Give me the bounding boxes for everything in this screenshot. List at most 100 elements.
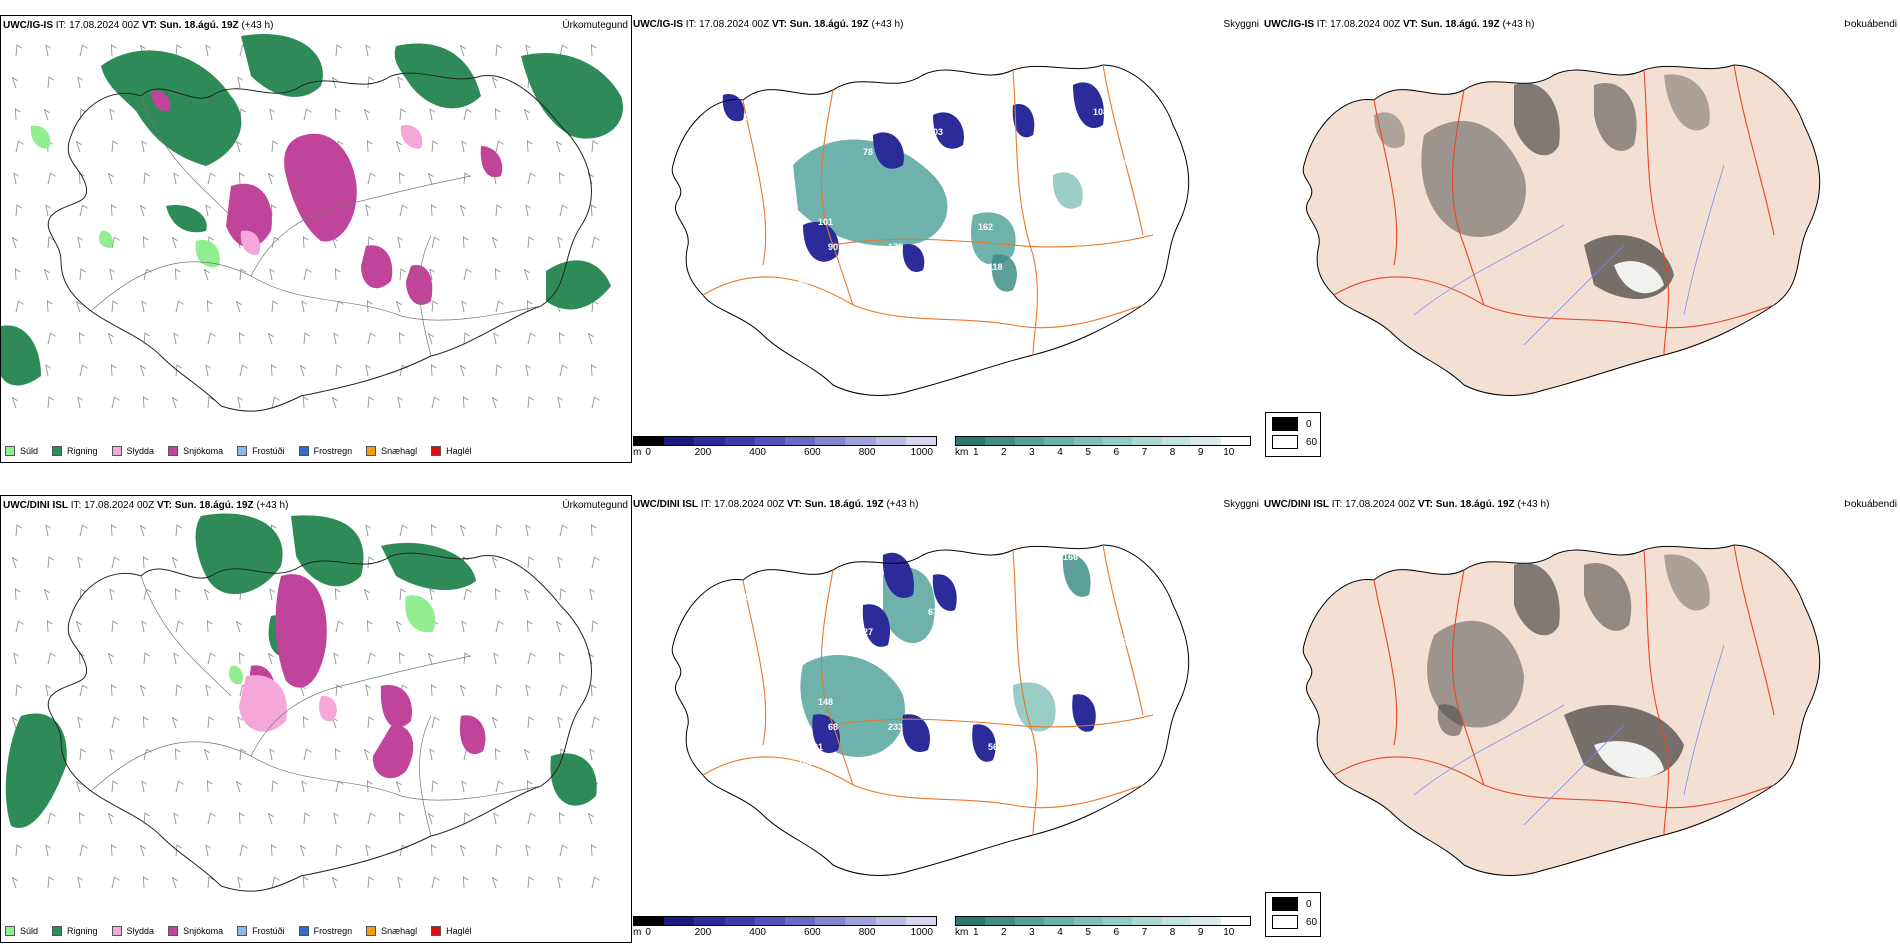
colorbar-cell <box>1014 437 1045 445</box>
colorbar-tick: 5 <box>1085 927 1091 938</box>
wind-barb <box>557 236 564 249</box>
precip-title: Úrkomutegund <box>562 20 628 31</box>
wind-barb <box>494 588 501 601</box>
wind-barb <box>491 396 498 409</box>
wind-barb <box>591 716 600 729</box>
legend-swatch <box>237 446 248 456</box>
wind-barb <box>429 108 436 121</box>
colorbar-tick: 10 <box>1223 447 1235 458</box>
wind-barb <box>175 524 183 537</box>
wind-barb <box>587 812 594 825</box>
colorbar-tick: 8 <box>1169 447 1176 458</box>
wind-barb <box>45 524 52 537</box>
legend-item: Snjókoma <box>168 446 223 456</box>
wind-barb <box>206 620 213 633</box>
wind-barb <box>77 556 84 569</box>
wind-barb <box>303 812 311 825</box>
it-value: 17.08.2024 00Z <box>84 500 155 511</box>
wind-barb <box>494 108 501 121</box>
wind-barb <box>46 620 53 633</box>
wind-barb <box>111 556 120 569</box>
vis-value-label: 56 <box>988 742 998 752</box>
wind-barb <box>495 620 504 633</box>
colorbar-unit: km <box>955 447 969 458</box>
wind-barb <box>75 620 82 633</box>
colorbar-cell <box>845 917 876 925</box>
wind-barb <box>143 588 152 601</box>
wind-barb <box>269 268 276 281</box>
wind-barb <box>267 172 274 185</box>
colorbar-tick: 4 <box>1057 447 1063 458</box>
wind-barb <box>430 684 437 697</box>
wind-barb <box>47 652 56 665</box>
vis-value-label: 94 <box>978 702 988 712</box>
wind-barb <box>175 364 183 377</box>
colorbar-cells <box>955 436 1251 446</box>
wind-barb <box>527 172 536 185</box>
colorbar-cell <box>1014 917 1045 925</box>
wind-barb <box>303 268 312 281</box>
colorbar-cell <box>875 917 906 925</box>
wind-barb <box>142 236 149 249</box>
snow-areas <box>249 574 486 779</box>
visibility-colorbar: km 1 2 3 4 5 6 7 8 9 10 <box>955 436 1251 458</box>
wind-barb <box>555 140 562 153</box>
wind-barb <box>173 652 180 665</box>
fog-legend-swatch <box>1272 435 1298 449</box>
wind-barb <box>14 268 21 281</box>
wind-barb <box>139 204 146 217</box>
colorbar-cell <box>1044 917 1074 925</box>
legend-label: Snjókoma <box>183 446 224 456</box>
wind-barb <box>335 620 344 633</box>
wind-barb <box>45 844 52 857</box>
drizzle-areas <box>229 595 436 685</box>
wind-barb <box>299 844 306 857</box>
wind-barb <box>558 652 565 665</box>
wind-barb <box>267 812 274 825</box>
it-label: IT: <box>1331 499 1343 510</box>
colorbar-cell <box>875 437 906 445</box>
colorbar-tick: 7 <box>1141 927 1148 938</box>
wind-barb <box>331 396 338 409</box>
legend-label: Frostúði <box>252 446 285 456</box>
colorbar-cell <box>1191 437 1221 445</box>
vis-value-labels: 155 178 148 68 121 105 233 62 56 67 107 88 94 166 116 1… <box>728 552 1133 767</box>
wind-barb <box>494 268 501 281</box>
wind-barb <box>79 108 87 121</box>
wind-barb <box>525 684 532 697</box>
wind-barb <box>398 812 405 825</box>
wind-barb <box>331 76 338 89</box>
wind-barb <box>174 268 181 281</box>
wind-barb <box>491 716 498 729</box>
legend-item: Haglél <box>431 926 472 936</box>
wind-barb <box>301 780 308 793</box>
wind-barb <box>271 780 279 793</box>
panel-header: UWC/DINI ISL IT: 17.08.2024 00Z VT: Sun.… <box>633 499 918 510</box>
road-network <box>702 544 1154 836</box>
vis-value-label: 107 <box>953 652 968 662</box>
wind-barb <box>206 300 213 313</box>
wind-barb <box>271 236 280 249</box>
wind-barb <box>299 364 306 377</box>
road-network <box>1333 64 1775 356</box>
colorbar-tick: 7 <box>1141 447 1148 458</box>
legend-item: Slydda <box>111 926 154 936</box>
wind-barb <box>47 76 55 89</box>
wind-barb <box>494 748 501 761</box>
vis-value-label: 130 <box>728 82 743 92</box>
wind-barb <box>43 588 50 601</box>
colorbar-cell <box>1161 917 1192 925</box>
wind-barb <box>207 812 216 825</box>
wind-barb <box>47 556 55 569</box>
wind-barb <box>463 108 472 121</box>
wind-barb <box>79 844 88 857</box>
wind-barb <box>558 332 565 345</box>
colorbar-tick: 10 <box>1223 927 1235 938</box>
lead-time: (+43 h) <box>241 20 274 31</box>
wind-barb <box>174 748 181 761</box>
sleet-areas <box>239 675 337 732</box>
vt-value: Sun. 18.ágú. 19Z <box>1435 499 1515 510</box>
colorbar-tick: 2 <box>1001 447 1007 458</box>
wind-barb <box>590 204 597 217</box>
vt-label: VT: <box>771 19 787 30</box>
